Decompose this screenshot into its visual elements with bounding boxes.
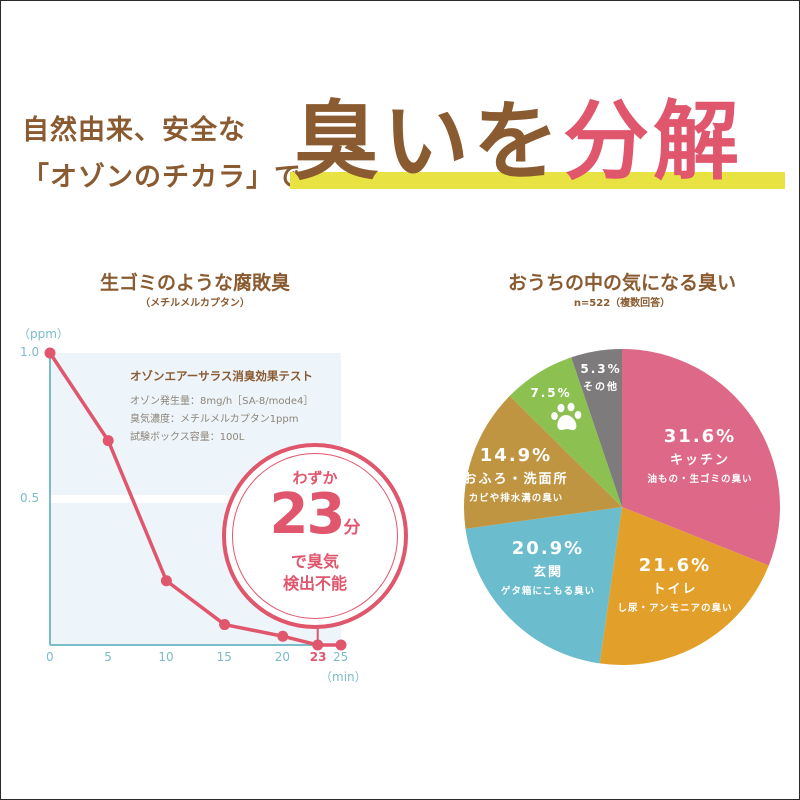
result-callout: わずか 23分 で臭気 検出不能	[222, 443, 408, 629]
pie-slice	[622, 349, 780, 566]
x-tick-label: 5	[104, 650, 112, 664]
gridline-0.5	[50, 495, 341, 503]
test-line-concentration: 臭気濃度：メチルメルカプタン1ppm	[130, 414, 299, 425]
pie-slice	[599, 507, 769, 665]
pie-label-toilet: 21.6% トイレ し尿・アンモニアの臭い	[617, 555, 732, 614]
hero-subtitle-line1: 自然由来、安全な	[22, 115, 246, 146]
callout-unit: 分	[343, 518, 361, 538]
callout-line1: わずか	[292, 469, 338, 487]
pie-label-kitchen: 31.6% キッチン 油もの・生ゴミの臭い	[647, 426, 752, 485]
name-entrance: 玄関	[532, 565, 563, 580]
test-line-ozone: オゾン発生量：8mg/h［SA-8/mode4］	[130, 396, 314, 407]
y-axis-unit: （ppm）	[18, 327, 69, 341]
hero-title-part1: 臭いを	[293, 92, 563, 192]
callout-inner-ring	[232, 453, 398, 619]
paw-icon	[551, 402, 582, 431]
line-chart-title: 生ゴミのような腐敗臭	[99, 272, 290, 294]
data-point	[335, 639, 347, 651]
pie-slice	[571, 349, 622, 507]
hero-title: 臭いを分解	[293, 92, 743, 192]
test-conditions-box: オゾンエアーサラス消臭効果テスト オゾン発生量：8mg/h［SA-8/mode4…	[130, 368, 350, 447]
data-point	[219, 619, 231, 631]
pct-other: 5.3%	[580, 362, 622, 376]
x-tick-label: 20	[274, 650, 291, 664]
name-kitchen: キッチン	[669, 453, 731, 468]
pie-chart-subtitle: n=522（複数回答）	[573, 298, 671, 309]
pie-label-entrance: 20.9% 玄関 ゲタ箱にこもる臭い	[501, 538, 595, 597]
x-tick-label: 25	[333, 650, 349, 664]
hero-title-part2: 分解	[563, 92, 743, 192]
callout-line4: 検出不能	[282, 574, 347, 593]
test-line-volume: 試験ボックス容量：100L	[130, 432, 245, 443]
hero-highlight-bar	[290, 172, 785, 189]
x-axis-unit: （min）	[320, 670, 367, 684]
data-point	[44, 347, 56, 359]
pct-bath: 14.9%	[479, 445, 553, 466]
name-toilet: トイレ	[652, 582, 698, 597]
pie-slice	[464, 395, 622, 529]
y-tick-label: 1.0	[20, 345, 40, 359]
x-tick-label: 23	[309, 650, 327, 664]
pie-slice	[465, 507, 622, 664]
pct-toilet: 21.6%	[638, 555, 712, 576]
pie-label-pet: 7.5%	[530, 386, 571, 400]
desc-bath: カビや排水溝の臭い	[468, 493, 564, 504]
callout-minutes: 23	[269, 482, 346, 547]
pie-slice	[509, 357, 622, 507]
desc-entrance: ゲタ箱にこもる臭い	[500, 586, 596, 597]
desc-kitchen: 油もの・生ゴミの臭い	[647, 474, 753, 485]
data-point	[102, 435, 114, 447]
pie-label-other: 5.3% その他	[580, 362, 621, 393]
x-tick-label: 0	[46, 650, 54, 664]
desc-toilet: し尿・アンモニアの臭い	[617, 603, 733, 614]
x-tick-label: 10	[158, 650, 174, 664]
callout-line3: で臭気	[290, 552, 339, 571]
test-title: オゾンエアーサラス消臭効果テスト	[130, 369, 313, 383]
line-chart-subtitle: （メチルメルカプタン）	[140, 298, 250, 309]
pct-pet: 7.5%	[530, 386, 572, 400]
y-tick-label: 0.5	[20, 491, 40, 505]
pct-entrance: 20.9%	[511, 538, 585, 559]
callout-number: 23分	[226, 483, 404, 560]
data-point	[160, 575, 172, 587]
data-point	[312, 639, 324, 651]
pie-chart-title: おうちの中の気になる臭い	[507, 272, 736, 294]
name-other: その他	[583, 382, 619, 393]
pct-kitchen: 31.6%	[663, 426, 737, 447]
data-point	[277, 630, 289, 642]
callout-text: で臭気 検出不能	[226, 551, 404, 595]
name-bath: おふろ・洗面所	[463, 472, 569, 487]
x-tick-label: 15	[216, 650, 232, 664]
pie-label-bath: 14.9% おふろ・洗面所 カビや排水溝の臭い	[463, 445, 568, 504]
hero-subtitle-line2: 「オゾンのチカラ」で	[22, 162, 302, 193]
